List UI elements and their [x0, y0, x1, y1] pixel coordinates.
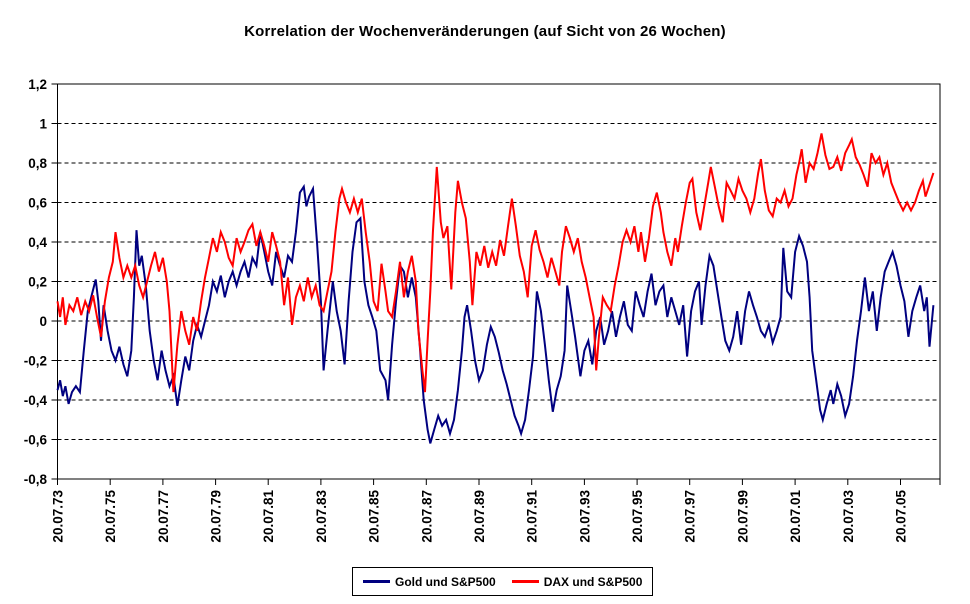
x-tick-label: 20.07.87 [419, 490, 434, 543]
x-tick-label: 20.07.97 [683, 490, 698, 543]
y-tick-label: 0,4 [28, 235, 47, 250]
y-tick-label: 1,2 [28, 77, 47, 92]
y-tick-label: -0,4 [24, 393, 48, 408]
y-tick-label: 0,8 [28, 156, 47, 171]
y-tick-label: -0,8 [24, 472, 48, 487]
series-line-dax-sp500 [56, 133, 935, 393]
legend-label-dax: DAX und S&P500 [543, 574, 643, 589]
chart-title: Korrelation der Wochenveränderungen (auf… [244, 23, 726, 40]
series-line-gold-sp500 [56, 183, 935, 444]
x-tick-label: 20.07.91 [525, 490, 540, 543]
y-tick-label: 1 [39, 117, 47, 132]
y-tick-label: -0,2 [24, 354, 47, 369]
y-tick-label: 0,2 [28, 275, 47, 290]
x-tick-label: 20.07.95 [630, 490, 645, 543]
x-tick-label: 20.07.75 [103, 490, 118, 543]
x-tick-label: 20.07.89 [472, 490, 487, 543]
legend-label-gold: Gold und S&P500 [395, 574, 496, 589]
x-tick-label: 20.07.79 [209, 490, 224, 543]
legend-item-dax-sp500: DAX und S&P500 [511, 574, 643, 589]
y-tick-label: -0,6 [24, 433, 48, 448]
x-tick-label: 20.07.83 [314, 490, 329, 543]
x-tick-label: 20.07.93 [577, 490, 592, 543]
legend-line-swatch-dax [511, 580, 539, 583]
x-tick-label: 20.07.77 [156, 490, 171, 543]
x-tick-label: 20.07.01 [788, 490, 803, 543]
y-tick-label: 0,6 [28, 196, 47, 211]
y-tick-label: 0 [39, 314, 47, 329]
legend-line-swatch-gold [363, 580, 390, 583]
legend: Gold und S&P500 DAX und S&P500 [352, 567, 654, 596]
x-tick-label: 20.07.99 [735, 490, 750, 543]
x-tick-label: 20.07.73 [51, 490, 66, 543]
x-tick-label: 20.07.85 [367, 490, 382, 543]
legend-item-gold-sp500: Gold und S&P500 [363, 575, 496, 589]
x-tick-label: 20.07.81 [261, 490, 276, 543]
x-tick-label: 20.07.03 [841, 490, 856, 543]
x-tick-label: 20.07.05 [894, 490, 909, 543]
